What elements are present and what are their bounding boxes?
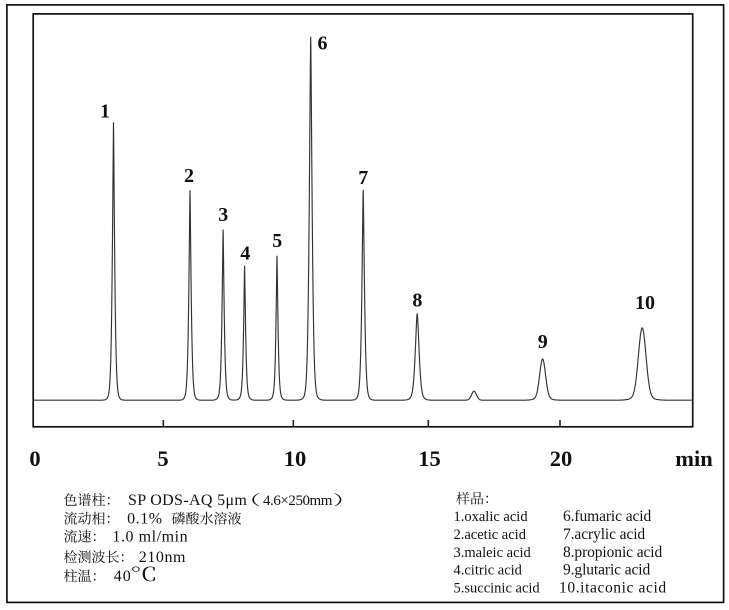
svg-text:210nm: 210nm [139, 549, 186, 566]
svg-text:2: 2 [184, 165, 194, 187]
svg-text:9: 9 [538, 331, 548, 353]
svg-text:8: 8 [412, 289, 422, 311]
svg-text:7.acrylic acid: 7.acrylic acid [563, 526, 645, 543]
svg-text:4.citric acid: 4.citric acid [454, 563, 523, 579]
svg-text:SP ODS-AQ 5μm: SP ODS-AQ 5μm [128, 492, 247, 509]
svg-text:0.1%: 0.1% [127, 511, 163, 528]
svg-text:8.propionic acid: 8.propionic acid [563, 544, 662, 561]
svg-text:7: 7 [358, 167, 368, 189]
svg-text:1: 1 [100, 101, 110, 123]
svg-text:2.acetic acid: 2.acetic acid [454, 527, 527, 543]
svg-text:40: 40 [114, 568, 132, 585]
svg-text:0: 0 [29, 446, 40, 471]
svg-text:min: min [675, 446, 713, 471]
svg-text:9.glutaric acid: 9.glutaric acid [563, 562, 651, 579]
svg-text:10.itaconic acid: 10.itaconic acid [559, 580, 667, 597]
svg-text:4.6×250mm: 4.6×250mm [263, 493, 333, 509]
svg-text:3: 3 [218, 204, 228, 226]
svg-text:10: 10 [635, 292, 655, 314]
svg-text:1.oxalic acid: 1.oxalic acid [454, 509, 529, 525]
svg-text:5: 5 [157, 446, 168, 471]
svg-text:5.succinic acid: 5.succinic acid [454, 581, 541, 597]
svg-text:4: 4 [240, 243, 250, 265]
svg-text:20: 20 [550, 446, 573, 471]
svg-text:1.0 ml/min: 1.0 ml/min [112, 529, 188, 546]
svg-text:5: 5 [272, 230, 282, 252]
svg-text:6: 6 [318, 33, 328, 55]
svg-text:6.fumaric acid: 6.fumaric acid [563, 508, 651, 525]
svg-text:10: 10 [284, 446, 307, 471]
svg-text:15: 15 [418, 446, 441, 471]
svg-text:3.maleic acid: 3.maleic acid [454, 545, 532, 561]
